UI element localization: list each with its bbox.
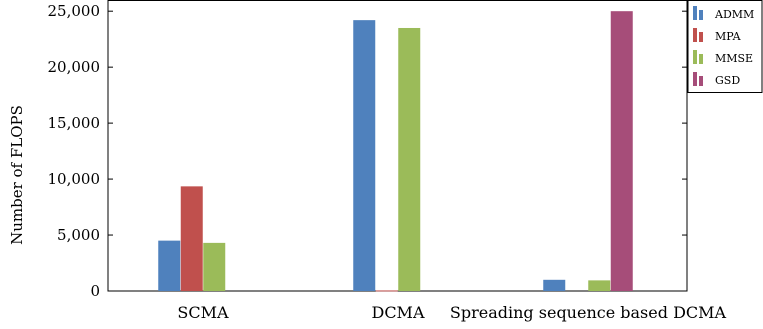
bar-mmse-0 xyxy=(203,242,226,291)
y-tick-label: 0 xyxy=(90,282,100,300)
y-axis-title: Number of FLOPS xyxy=(8,105,26,245)
y-tick-label: 10,000 xyxy=(48,170,101,188)
legend-swatch-admm-b xyxy=(699,10,703,20)
legend-swatch-mpa xyxy=(693,28,697,42)
bar-gsd-2 xyxy=(610,11,633,291)
y-tick-label: 25,000 xyxy=(48,2,101,20)
bar-mmse-2 xyxy=(588,280,611,291)
legend-label-admm: ADMM xyxy=(714,8,754,21)
legend-swatch-gsd xyxy=(693,72,697,86)
bar-mmse-1 xyxy=(398,27,421,291)
bar-admm-0 xyxy=(158,240,181,291)
legend-label-mpa: MPA xyxy=(715,30,742,43)
x-category-label: SCMA xyxy=(177,303,229,322)
bars xyxy=(158,11,633,292)
y-tick-label: 5,000 xyxy=(57,226,100,244)
bar-mpa-0 xyxy=(180,186,203,291)
y-tick-label: 20,000 xyxy=(48,58,101,76)
bar-admm-2 xyxy=(543,279,566,291)
x-category-label: Spreading sequence based DCMA xyxy=(450,303,727,322)
legend-swatch-mmse-b xyxy=(699,54,703,64)
x-axis: SCMA DCMA Spreading sequence based DCMA xyxy=(177,303,726,322)
legend-label-gsd: GSD xyxy=(715,74,740,87)
legend-swatch-admm xyxy=(693,6,697,20)
x-category-label: DCMA xyxy=(371,303,424,322)
legend-swatch-mmse xyxy=(693,50,697,64)
bar-admm-1 xyxy=(353,20,376,292)
legend-swatch-gsd-b xyxy=(699,76,703,86)
y-axis: 0 5,000 10,000 15,000 20,000 25,000 xyxy=(48,2,687,300)
legend-label-mmse: MMSE xyxy=(715,52,753,65)
legend-swatch-mpa-b xyxy=(699,32,703,42)
y-tick-label: 15,000 xyxy=(48,114,101,132)
bar-mpa-1 xyxy=(375,290,398,292)
legend: ADMM MPA MMSE GSD xyxy=(687,0,763,93)
